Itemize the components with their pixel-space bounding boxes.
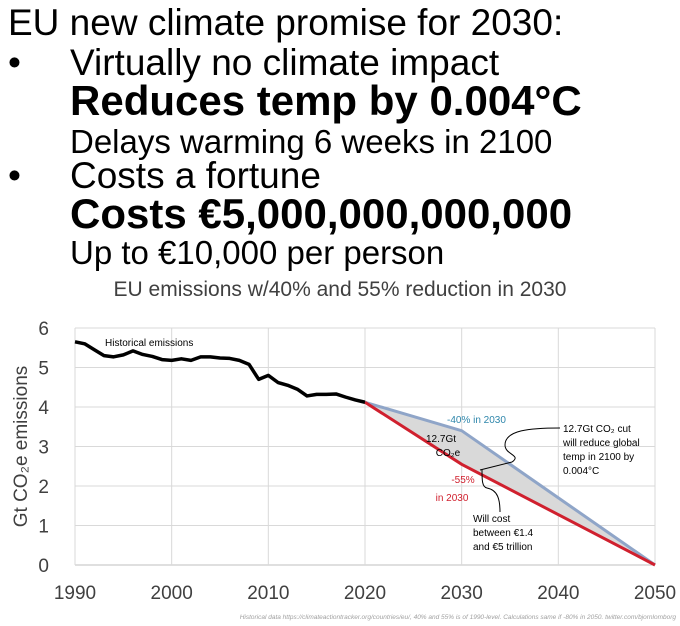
x-tick-label: 1990 [54, 583, 96, 604]
annotation-leader-line [479, 427, 561, 471]
x-tick-label: 2000 [151, 583, 193, 604]
annotation-cut: temp in 2100 by [563, 452, 634, 463]
y-tick-label: 0 [38, 556, 49, 577]
x-tick-label: 2050 [634, 583, 676, 604]
x-tick-label: 2010 [247, 583, 289, 604]
annotation-cost: Will cost [473, 514, 510, 525]
reduction-gap-area [365, 402, 655, 565]
bullet-1-text: Virtually no climate impact [70, 42, 500, 83]
bullet-1: • Virtually no climate impact [8, 44, 499, 81]
bullet-2-bold: Costs €5,000,000,000,000 [70, 190, 573, 237]
annotation-cost: and €5 trillion [473, 542, 532, 553]
y-tick-label: 1 [38, 517, 49, 538]
footnote: Historical data https://climateactiontra… [240, 614, 677, 621]
x-tick-label: 2030 [441, 583, 483, 604]
chart-title: EU emissions w/40% and 55% reduction in … [113, 278, 567, 301]
bullet-glyph: • [8, 42, 21, 83]
bullet-2: • Costs a fortune [8, 157, 321, 194]
series-line-historical [74, 340, 366, 404]
x-tick-label: 2020 [344, 583, 386, 604]
x-tick-label: 2040 [537, 583, 579, 604]
annotation-minus40: -40% in 2030 [447, 415, 506, 426]
bullet-1-sub: Delays warming 6 weeks in 2100 [70, 123, 553, 160]
annotation-cut: 12.7Gt CO₂ cut [563, 424, 631, 435]
bullet-1-bold: Reduces temp by 0.004°C [70, 77, 582, 124]
bullet-glyph: • [8, 155, 21, 196]
annotation-cut: will reduce global [562, 438, 640, 449]
headline-title: EU new climate promise for 2030: [8, 2, 564, 43]
y-tick-label: 3 [38, 438, 49, 459]
annotation-gap: 12.7Gt [426, 434, 456, 445]
annotation-cost: between €1.4 [473, 528, 533, 539]
annotation-cut: 0.004°C [563, 466, 599, 477]
annotation-gap: CO₂e [436, 448, 461, 459]
annotation-historical: Historical emissions [105, 338, 193, 349]
y-tick-label: 6 [38, 319, 49, 340]
y-tick-label: 2 [38, 477, 49, 498]
annotation-minus55: -55% [451, 475, 474, 486]
annotation-leader-line [481, 469, 501, 513]
annotation-minus55: in 2030 [436, 493, 469, 504]
bullet-2-sub: Up to €10,000 per person [70, 234, 445, 271]
y-tick-label: 5 [38, 359, 49, 380]
y-axis-label: Gt CO₂e emissions [11, 366, 32, 528]
y-tick-label: 4 [38, 398, 49, 419]
bullet-2-text: Costs a fortune [70, 155, 321, 196]
